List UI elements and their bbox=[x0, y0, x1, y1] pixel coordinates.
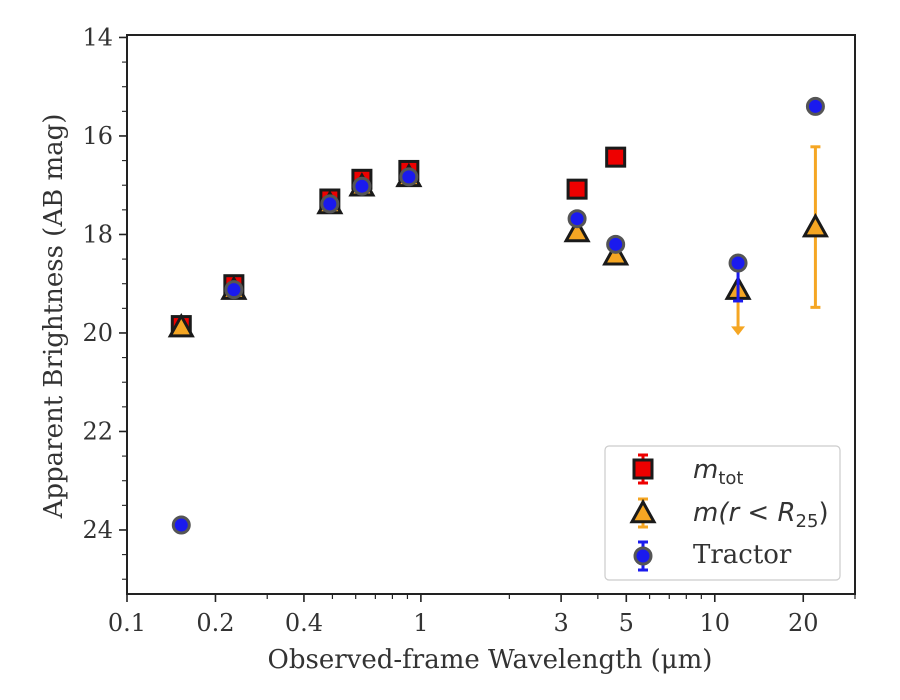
upper-limit-arrow bbox=[731, 326, 746, 336]
legend-marker-square bbox=[632, 453, 654, 485]
data-point-square bbox=[605, 146, 627, 168]
data-point-square bbox=[566, 178, 588, 200]
data-point-triangle bbox=[602, 241, 630, 266]
data-point-triangle bbox=[801, 212, 829, 238]
data-point-circle bbox=[399, 167, 419, 187]
x-tick-label: 20 bbox=[788, 609, 819, 637]
x-axis-label: Observed-frame Wavelength (μm) bbox=[268, 645, 713, 675]
legend-entry-mtot: mtot bbox=[632, 453, 743, 489]
legend-label-tail: ) bbox=[818, 498, 828, 528]
data-point-circle bbox=[320, 194, 340, 214]
x-tick-label: 1 bbox=[413, 609, 428, 637]
legend-entry-mr: m(r < R25) bbox=[629, 497, 829, 532]
data-point-circle bbox=[352, 176, 372, 196]
legend-label-main: m(r < R bbox=[693, 498, 796, 528]
legend-symbol-square bbox=[632, 458, 654, 480]
legend-symbol-triangle bbox=[629, 498, 657, 524]
legend: mtot m(r < R25) Tractor bbox=[604, 445, 841, 581]
legend-marker-triangle bbox=[629, 497, 657, 529]
data-point-circle bbox=[567, 209, 587, 229]
x-tick-label: 3 bbox=[553, 609, 568, 637]
legend-symbol-circle bbox=[633, 546, 653, 566]
data-point-circle bbox=[606, 234, 626, 254]
data-point-circle bbox=[728, 253, 748, 273]
y-axis-label: Apparent Brightness (AB mag) bbox=[39, 114, 69, 520]
data-point-circle bbox=[805, 96, 825, 116]
x-tick-label: 0.1 bbox=[108, 609, 146, 637]
y-axis: 14 16 18 20 22 24 bbox=[82, 23, 127, 580]
legend-label-mtot: mtot bbox=[693, 455, 743, 489]
legend-label-sub: tot bbox=[718, 468, 743, 489]
plot-area bbox=[167, 96, 829, 535]
y-tick-label: 24 bbox=[82, 516, 113, 544]
data-point-triangle bbox=[167, 312, 195, 338]
legend-marker-circle bbox=[633, 540, 653, 572]
x-tick-label: 10 bbox=[700, 609, 731, 637]
data-point-triangle bbox=[563, 217, 591, 243]
x-tick-label: 0.2 bbox=[196, 609, 234, 637]
legend-frame bbox=[604, 445, 841, 581]
legend-entry-tractor: Tractor bbox=[633, 540, 792, 572]
y-tick-label: 20 bbox=[82, 319, 113, 347]
data-point-circle bbox=[224, 280, 244, 300]
series-circle bbox=[171, 96, 825, 535]
x-tick-label: 0.4 bbox=[285, 609, 323, 637]
y-tick-label: 18 bbox=[82, 220, 113, 248]
axes-frame bbox=[126, 34, 856, 595]
legend-label-tractor: Tractor bbox=[693, 540, 792, 570]
y-tick-label: 22 bbox=[82, 417, 113, 445]
y-tick-label: 14 bbox=[82, 23, 113, 51]
x-axis: 0.1 0.2 0.4 1 3 5 10 20 bbox=[108, 594, 856, 637]
y-tick-label: 16 bbox=[82, 122, 113, 150]
legend-label-mr: m(r < R25) bbox=[693, 498, 829, 532]
x-tick-label: 5 bbox=[619, 609, 634, 637]
legend-label-sub: 25 bbox=[796, 511, 819, 532]
data-point-circle bbox=[171, 515, 191, 535]
legend-label-main: m bbox=[693, 455, 718, 485]
